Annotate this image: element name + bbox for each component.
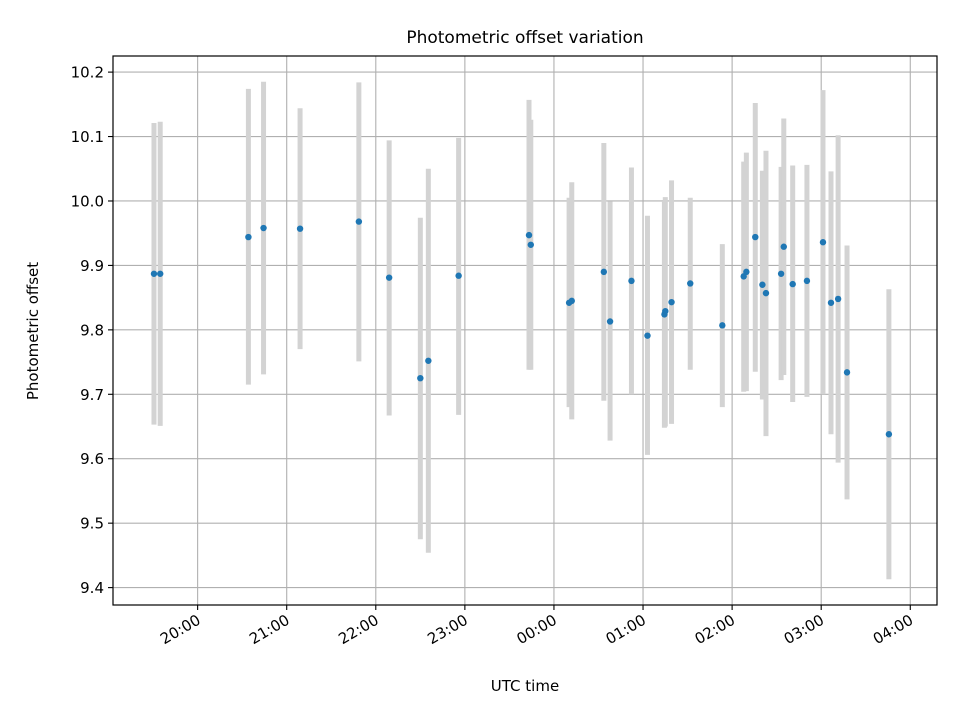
data-point	[525, 231, 533, 239]
data-point	[150, 270, 158, 277]
data-point	[527, 241, 534, 248]
y-tick-label: 9.8	[80, 321, 104, 339]
data-point	[600, 268, 608, 276]
data-point	[780, 243, 787, 250]
data-point	[752, 233, 759, 241]
data-point	[568, 297, 575, 305]
data-point	[819, 239, 827, 246]
data-point	[417, 374, 424, 382]
data-point	[662, 307, 669, 315]
data-point	[834, 295, 842, 303]
data-point	[606, 318, 614, 325]
x-axis-label: UTC time	[491, 677, 559, 695]
plot-frame	[112, 55, 938, 606]
data-point	[803, 277, 811, 285]
data-point	[628, 277, 635, 285]
y-tick-label: 9.6	[80, 450, 104, 468]
y-tick-label: 9.9	[80, 257, 104, 275]
data-point	[777, 270, 785, 277]
data-point	[843, 369, 851, 376]
data-point	[762, 289, 770, 297]
data-point	[385, 274, 393, 281]
y-tick-label: 9.5	[80, 515, 104, 533]
data-point	[296, 225, 304, 232]
data-point	[687, 280, 694, 287]
y-tick-label: 10.0	[71, 192, 104, 210]
data-point	[827, 299, 835, 306]
y-tick-label: 10.2	[71, 64, 104, 82]
y-axis-ticks: 9.4 9.5 9.6 9.7 9.8 9.9 10.0 10.1 10.2	[71, 64, 113, 597]
data-point	[260, 224, 267, 232]
data-point	[425, 357, 432, 364]
data-point	[719, 322, 726, 329]
y-tick-label: 9.4	[80, 579, 104, 597]
data-point	[157, 270, 164, 277]
y-tick-label: 10.1	[71, 128, 104, 146]
data-point	[743, 268, 750, 276]
y-tick-label: 9.7	[80, 386, 104, 404]
data-point	[759, 281, 766, 288]
data-point	[355, 218, 363, 225]
y-axis-label: Photometric offset	[24, 262, 42, 400]
data-point	[789, 280, 796, 288]
data-point	[885, 431, 893, 438]
data-point	[668, 298, 675, 306]
data-points	[150, 218, 893, 438]
data-point	[644, 332, 651, 339]
data-point	[455, 272, 462, 279]
data-point	[245, 233, 252, 241]
chart-title: Photometric offset variation	[406, 28, 643, 48]
